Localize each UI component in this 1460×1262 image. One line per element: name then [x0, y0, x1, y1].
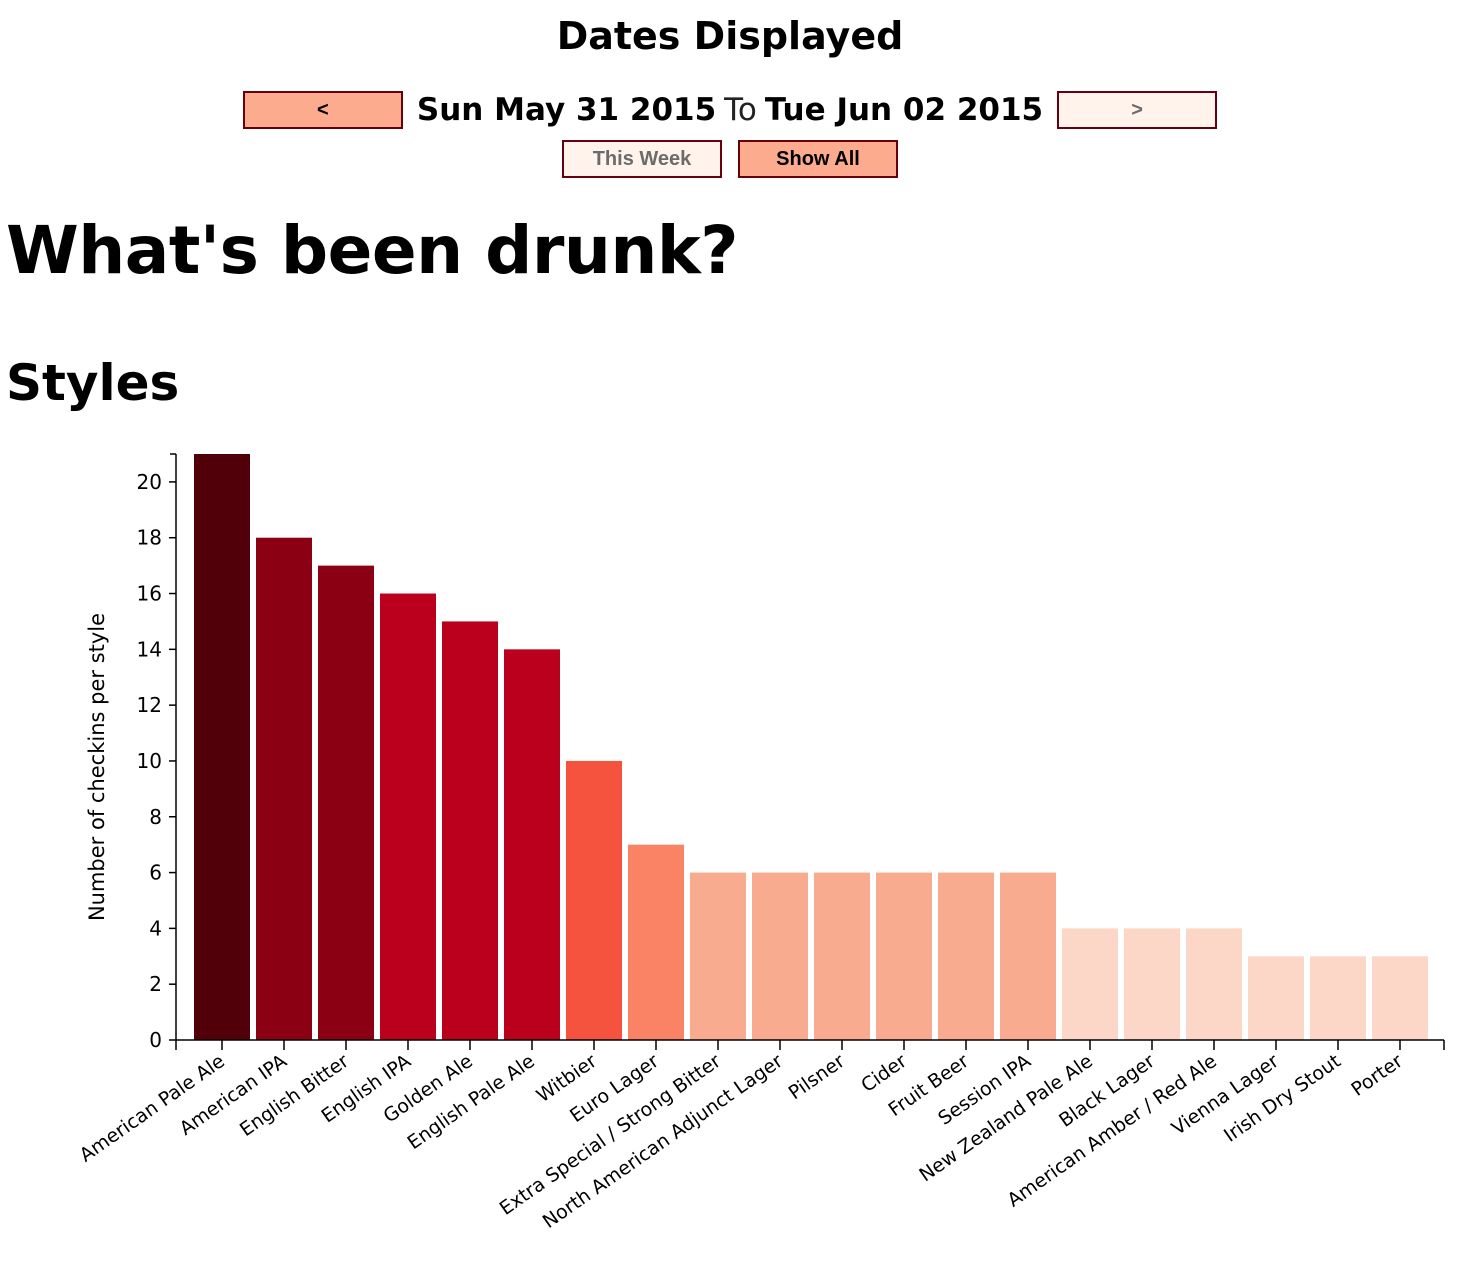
section-title-styles: Styles — [6, 354, 180, 412]
styles-bar-chart: 0 2 4 6 8 10 12 14 16 18 20 Number of checkins per … — [76, 453, 1445, 1233]
bar — [566, 760, 622, 1040]
y-axis-label: Number of checkins per style — [85, 613, 109, 921]
y-tick-label: 10 — [137, 749, 162, 773]
bar — [1062, 928, 1118, 1040]
y-tick-label: 2 — [149, 972, 162, 996]
bar — [628, 844, 684, 1040]
end-date: Tue Jun 02 2015 — [764, 92, 1044, 128]
y-tick-label: 6 — [149, 861, 162, 885]
y-tick-label: 0 — [149, 1028, 162, 1052]
bar — [1124, 928, 1180, 1040]
previous-button[interactable]: < — [242, 91, 403, 129]
show-all-button[interactable]: Show All — [738, 140, 898, 178]
dates-displayed-title: Dates Displayed — [556, 14, 904, 58]
next-button[interactable]: > — [1057, 91, 1218, 129]
bar — [194, 454, 250, 1040]
to-label: To — [724, 92, 757, 128]
bar — [318, 565, 374, 1040]
y-tick-label: 16 — [137, 582, 162, 606]
y-tick-label: 12 — [137, 693, 162, 717]
date-range: Sun May 31 2015 To Tue Jun 02 2015 — [417, 92, 1043, 128]
this-week-button[interactable]: This Week — [562, 140, 722, 178]
bar — [1248, 956, 1304, 1040]
x-tick-label: Pilsner — [785, 1050, 849, 1104]
y-tick-label: 4 — [149, 916, 162, 940]
page-title: What's been drunk? — [6, 212, 739, 289]
y-tick-label: 20 — [137, 470, 162, 494]
x-tick-label: American IPA — [176, 1050, 291, 1140]
bar — [504, 649, 560, 1040]
range-buttons: This Week Show All — [0, 140, 1460, 180]
bar — [1372, 956, 1428, 1040]
bar — [938, 872, 994, 1040]
bar — [690, 872, 746, 1040]
bar — [380, 593, 436, 1040]
y-tick-label: 8 — [149, 805, 162, 829]
bar — [752, 872, 808, 1040]
start-date: Sun May 31 2015 — [416, 92, 717, 128]
bar — [1310, 956, 1366, 1040]
date-navigation: < Sun May 31 2015 To Tue Jun 02 2015 > — [0, 88, 1460, 132]
bar — [1186, 928, 1242, 1040]
y-tick-label: 18 — [137, 526, 162, 550]
bar — [814, 872, 870, 1040]
x-tick-label: Porter — [1347, 1050, 1407, 1101]
y-tick-label: 14 — [137, 637, 162, 661]
bar — [876, 872, 932, 1040]
x-tick-label: English Bitter — [236, 1050, 353, 1141]
bar — [442, 621, 498, 1040]
bar — [1000, 872, 1056, 1040]
bar — [256, 537, 312, 1040]
